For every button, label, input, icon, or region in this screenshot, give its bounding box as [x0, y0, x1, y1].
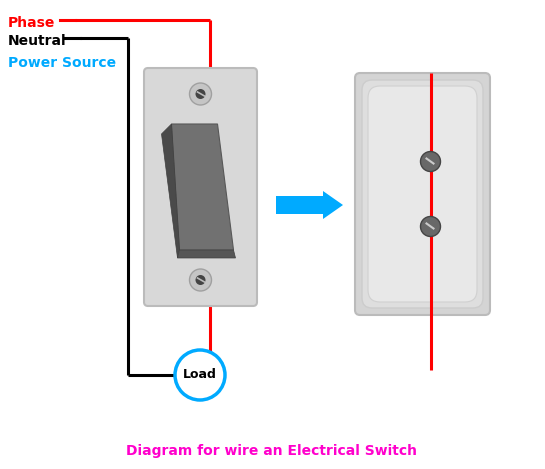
- Text: Load: Load: [183, 369, 217, 381]
- Text: Diagram for wire an Electrical Switch: Diagram for wire an Electrical Switch: [126, 444, 417, 458]
- FancyBboxPatch shape: [355, 73, 490, 315]
- Circle shape: [421, 151, 440, 172]
- FancyBboxPatch shape: [368, 86, 477, 302]
- Circle shape: [190, 83, 211, 105]
- Circle shape: [421, 217, 440, 236]
- FancyArrow shape: [276, 191, 343, 219]
- Text: Phase: Phase: [8, 16, 56, 30]
- FancyBboxPatch shape: [362, 80, 483, 308]
- Circle shape: [175, 350, 225, 400]
- Circle shape: [190, 269, 211, 291]
- FancyBboxPatch shape: [144, 68, 257, 306]
- Polygon shape: [178, 250, 235, 258]
- Text: Power Source: Power Source: [8, 56, 116, 70]
- Polygon shape: [172, 124, 233, 250]
- Text: Neutral: Neutral: [8, 34, 66, 48]
- Circle shape: [196, 275, 205, 285]
- Polygon shape: [161, 124, 179, 258]
- Circle shape: [196, 89, 205, 99]
